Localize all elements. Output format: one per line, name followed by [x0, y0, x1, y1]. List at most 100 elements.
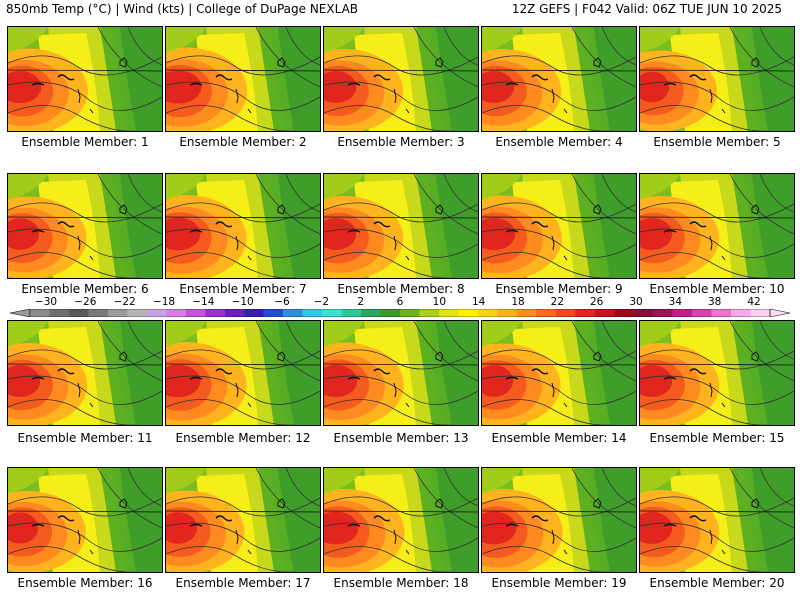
ensemble-map-7 [165, 173, 321, 279]
colorbar-tick: 42 [747, 296, 761, 308]
colorbar-tick: −6 [274, 296, 290, 308]
colorbar-swatch [575, 309, 595, 317]
member-caption-6: Ensemble Member: 6 [21, 282, 149, 296]
ensemble-map-15 [639, 320, 795, 426]
ensemble-map-13 [323, 320, 479, 426]
colorbar-swatch [127, 309, 148, 317]
member-caption-17: Ensemble Member: 17 [175, 576, 311, 590]
ensemble-map-11 [7, 320, 163, 426]
member-caption-8: Ensemble Member: 8 [337, 282, 465, 296]
ensemble-map-20 [639, 467, 795, 573]
colorbar-swatch [88, 309, 109, 317]
colorbar-swatch [166, 309, 186, 317]
colorbar-swatch [750, 309, 771, 317]
temperature-field [324, 174, 478, 278]
colorbar-swatch [536, 309, 556, 317]
ensemble-map-1 [7, 26, 163, 132]
colorbar-tick: −22 [113, 296, 136, 308]
temperature-field [482, 321, 636, 425]
member-caption-15: Ensemble Member: 15 [649, 431, 785, 445]
colorbar-tick: −2 [313, 296, 330, 308]
temperature-field [482, 468, 636, 572]
temperature-field [166, 468, 320, 572]
colorbar-tick: 18 [511, 296, 525, 308]
member-caption-18: Ensemble Member: 18 [333, 576, 469, 590]
colorbar-swatch [341, 309, 362, 317]
member-caption-9: Ensemble Member: 9 [495, 282, 623, 296]
ensemble-map-8 [323, 173, 479, 279]
colorbar-swatch [185, 309, 206, 317]
colorbar-swatch [633, 309, 654, 317]
member-caption-16: Ensemble Member: 16 [17, 576, 153, 590]
colorbar-tick: −14 [192, 296, 215, 308]
colorbar-swatch [107, 309, 128, 317]
member-caption-3: Ensemble Member: 3 [337, 135, 465, 149]
colorbar-tick: 38 [707, 296, 722, 308]
temperature-field [8, 468, 162, 572]
member-caption-5: Ensemble Member: 5 [653, 135, 781, 149]
colorbar-swatch [614, 309, 634, 317]
colorbar-tick: −18 [152, 296, 176, 308]
colorbar-swatch [263, 309, 284, 317]
temperature-field [640, 468, 794, 572]
colorbar-swatch [419, 309, 440, 317]
colorbar-tick: 30 [629, 296, 643, 308]
colorbar-swatch [68, 309, 89, 317]
colorbar-swatch [30, 309, 50, 317]
colorbar-tick-labels: −30 −26 −22 −18 −14 −10 −6 −2 2 6 10 14 18 22 26 30 34 38… [0, 296, 800, 308]
ensemble-map-19 [481, 467, 637, 573]
colorbar-tick: 26 [589, 296, 604, 308]
colorbar-swatch [477, 309, 498, 317]
member-caption-4: Ensemble Member: 4 [495, 135, 623, 149]
member-caption-10: Ensemble Member: 10 [649, 282, 785, 296]
model-valid-time: 12Z GEFS | F042 Valid: 06Z TUE JUN 10 20… [511, 2, 782, 16]
colorbar-swatch [497, 309, 518, 317]
colorbar-swatch [594, 309, 615, 317]
temperature-field [166, 174, 320, 278]
member-caption-20: Ensemble Member: 20 [649, 576, 785, 590]
ensemble-map-10 [639, 173, 795, 279]
ensemble-map-9 [481, 173, 637, 279]
colorbar-tick: −30 [34, 296, 58, 308]
temperature-field [324, 321, 478, 425]
member-caption-11: Ensemble Member: 11 [17, 431, 153, 445]
colorbar-swatch [458, 309, 479, 317]
colorbar-swatch [146, 309, 167, 317]
member-caption-2: Ensemble Member: 2 [179, 135, 307, 149]
colorbar-swatch [302, 309, 323, 317]
ensemble-map-14 [481, 320, 637, 426]
temperature-field [8, 27, 162, 131]
temperature-field [482, 27, 636, 131]
colorbar-swatch [731, 309, 751, 317]
colorbar-swatch [400, 309, 420, 317]
colorbar-swatch [283, 309, 303, 317]
colorbar-swatch [438, 309, 459, 317]
member-caption-12: Ensemble Member: 12 [175, 431, 311, 445]
ensemble-map-16 [7, 467, 163, 573]
colorbar-swatch [361, 309, 381, 317]
temperature-field [640, 321, 794, 425]
colorbar-swatch [49, 309, 70, 317]
colorbar-tick: 22 [550, 296, 565, 308]
ensemble-map-2 [165, 26, 321, 132]
temperature-field [166, 321, 320, 425]
temperature-field [640, 174, 794, 278]
colorbar-tick: 6 [396, 296, 404, 308]
temperature-field [324, 27, 478, 131]
member-caption-19: Ensemble Member: 19 [491, 576, 627, 590]
member-caption-14: Ensemble Member: 14 [491, 431, 627, 445]
ensemble-map-5 [639, 26, 795, 132]
colorbar-tick: −10 [231, 296, 254, 308]
temperature-field [640, 27, 794, 131]
colorbar-swatch [653, 309, 673, 317]
colorbar-swatch [711, 309, 732, 317]
colorbar-swatch [692, 309, 712, 317]
member-caption-13: Ensemble Member: 13 [333, 431, 469, 445]
colorbar-tick: 34 [668, 296, 683, 308]
ensemble-map-3 [323, 26, 479, 132]
ensemble-map-12 [165, 320, 321, 426]
member-caption-7: Ensemble Member: 7 [179, 282, 307, 296]
temperature-field [166, 27, 320, 131]
colorbar-tick: 14 [471, 296, 486, 308]
